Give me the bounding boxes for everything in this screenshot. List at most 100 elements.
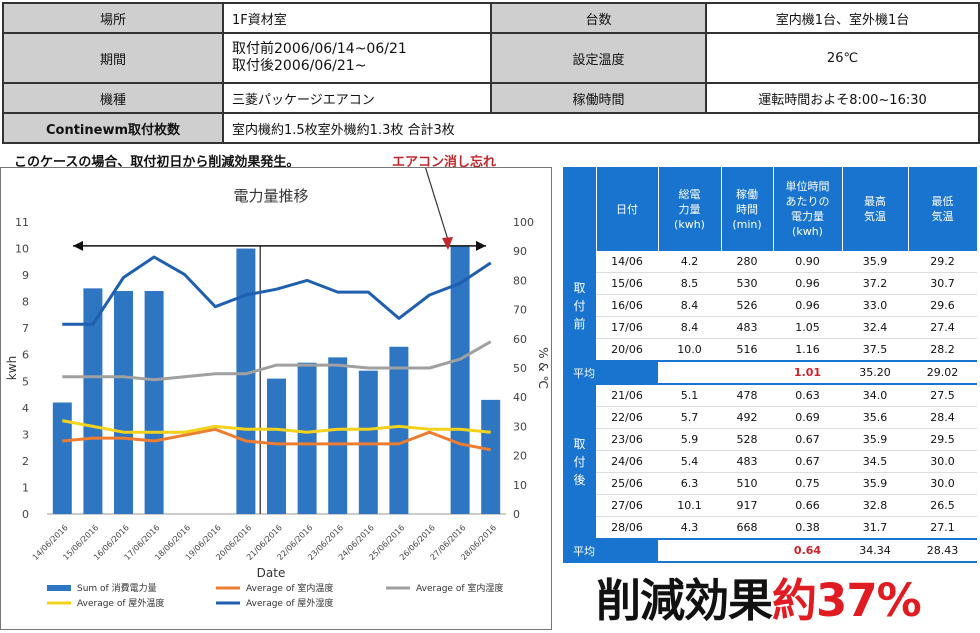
table-cell: 22/06 (596, 406, 658, 429)
table-cell: 14/06 (596, 251, 658, 273)
bar (83, 288, 103, 514)
table-cell: 23/06 (596, 428, 658, 451)
period-label: 期間 (2, 32, 224, 84)
y-tick-label: 10 (15, 243, 29, 256)
table-cell: 21/06 (596, 384, 658, 407)
y2-tick-label: 70 (513, 304, 527, 317)
table-cell: 0.66 (773, 494, 842, 517)
table-cell: 16/06 (596, 294, 658, 317)
table-cell: 35.6 (842, 406, 908, 429)
table-cell: 528 (721, 428, 773, 451)
table-cell: 0.67 (773, 450, 842, 473)
y2-tick-label: 100 (513, 216, 534, 229)
table-cell: 4.3 (658, 516, 721, 540)
legend-swatch (47, 585, 71, 591)
y-tick-label: 9 (22, 269, 29, 282)
units-label: 台数 (490, 2, 707, 34)
sheets-label: Continewm取付枚数 (2, 112, 224, 144)
stats-header: 最高 気温 (842, 167, 909, 251)
series-line (62, 427, 491, 452)
table-cell: 15/06 (596, 272, 658, 295)
series-line (62, 340, 492, 382)
table-row: 取付前 14/06 4.2 280 0.90 35.9 29.2 (563, 251, 977, 362)
period-before: 取付前2006/06/14~06/21 (232, 41, 407, 57)
headline-red: 約37% (772, 574, 922, 627)
table-cell: 30.0 (908, 472, 977, 495)
average-row: 平均 0.64 34.34 28.43 (563, 538, 977, 563)
table-cell: 24/06 (596, 450, 658, 473)
table-cell: 0.90 (773, 251, 842, 273)
power-chart: 電力量推移 0 1 2 3 4 5 6 7 8 9 10 11 0 10 20 30 40 50 60 70 80 90 10… (0, 167, 552, 630)
y-tick-label: 8 (22, 296, 29, 309)
table-cell: 27.1 (908, 516, 977, 540)
table-cell: 29.5 (908, 428, 977, 451)
table-cell: 10.1 (658, 494, 721, 517)
table-cell: 0.96 (773, 294, 842, 317)
table-cell: 35.9 (842, 472, 908, 495)
legend-label: Average of 屋外温度 (77, 597, 164, 609)
bar (114, 291, 133, 514)
case-note: このケースの場合、取付初日から削減効果発生。 (14, 155, 300, 170)
bar (389, 346, 409, 514)
y-tick-label: 1 (22, 481, 29, 494)
y-tick-label: 2 (22, 455, 29, 468)
stats-table: 日付 総電 力量 (kwh) 稼働 時間 (min) 単位時間 あたりの 電力量 (kwh) 最高 気温… (563, 167, 978, 563)
table-cell: 37.2 (842, 272, 908, 295)
bar (52, 402, 72, 514)
x-axis-label: Date (257, 566, 286, 580)
average-row: 平均 1.01 35.20 29.02 (563, 360, 977, 385)
y2-tick-label: 80 (513, 274, 527, 287)
average-label: 平均 (563, 360, 658, 385)
table-cell: 20/06 (596, 338, 658, 362)
bar (481, 399, 501, 514)
table-row: 24/06 5.4 483 0.67 34.5 30.0 (563, 450, 977, 473)
stats-header: 稼働 時間 (min) (721, 167, 774, 251)
bar (328, 357, 348, 514)
table-cell: 483 (721, 450, 773, 473)
table-cell: 492 (721, 406, 773, 429)
period-after: 取付後2006/06/21~ (232, 58, 367, 74)
chart-title: 電力量推移 (233, 187, 308, 205)
table-cell: 31.7 (842, 516, 908, 540)
table-row: 20/06 10.0 516 1.16 37.5 28.2 (563, 338, 977, 362)
table-cell: 516 (721, 338, 773, 362)
info-table: 場所 1F資材室 台数 室内機1台、室外機1台 期間 取付前2006/06/14… (2, 2, 980, 144)
table-cell: 28.4 (908, 406, 977, 429)
bar (236, 248, 256, 514)
table-cell: 917 (721, 494, 773, 517)
table-row: 15/06 8.5 530 0.96 37.2 30.7 (563, 272, 977, 295)
y-tick-label: 6 (22, 349, 29, 362)
table-cell: 668 (721, 516, 773, 540)
table-cell: 0.75 (773, 472, 842, 495)
table-cell: 510 (721, 472, 773, 495)
table-cell: 526 (721, 294, 773, 317)
stats-header: 最低 気温 (908, 167, 978, 251)
table-cell: 8.4 (658, 294, 721, 317)
table-cell: 5.7 (658, 406, 721, 429)
bar (358, 370, 378, 514)
period-value: 取付前2006/06/14~06/21 取付後2006/06/21~ (222, 32, 492, 84)
y2-tick-label: 60 (513, 333, 527, 346)
table-cell: 28/06 (596, 516, 658, 540)
callout-arrowhead (442, 237, 453, 250)
table-cell: 27.4 (908, 316, 977, 339)
table-cell: 4.2 (658, 251, 721, 273)
table-cell: 27.5 (908, 384, 977, 407)
operation-label: 稼働時間 (490, 82, 707, 114)
table-cell: 0.63 (773, 384, 842, 407)
average-cell: 35.20 (842, 360, 908, 385)
legend-label: Average of 室内温度 (246, 582, 333, 594)
table-cell: 0.38 (773, 516, 842, 540)
legend-label: Average of 室内湿度 (416, 582, 503, 594)
table-row: 17/06 8.4 483 1.05 32.4 27.4 (563, 316, 977, 339)
average-cell (658, 538, 721, 563)
table-cell: 478 (721, 384, 773, 407)
average-label: 平均 (563, 538, 658, 563)
set-temp-label: 設定温度 (490, 32, 707, 84)
table-row: 16/06 8.4 526 0.96 33.0 29.6 (563, 294, 977, 317)
period-arrow-right (476, 240, 486, 251)
series-line (62, 255, 492, 326)
table-cell: 5.9 (658, 428, 721, 451)
table-cell: 34.0 (842, 384, 908, 407)
location-label: 場所 (2, 2, 224, 34)
